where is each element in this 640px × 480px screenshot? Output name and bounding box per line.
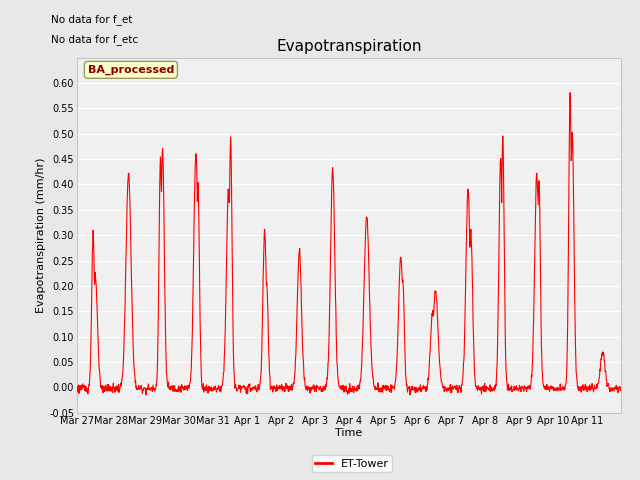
Text: No data for f_etc: No data for f_etc xyxy=(51,34,138,45)
X-axis label: Time: Time xyxy=(335,428,362,438)
Text: No data for f_et: No data for f_et xyxy=(51,14,132,25)
Text: BA_processed: BA_processed xyxy=(88,65,174,75)
Title: Evapotranspiration: Evapotranspiration xyxy=(276,39,422,54)
Legend: ET-Tower: ET-Tower xyxy=(312,455,392,472)
Y-axis label: Evapotranspiration (mm/hr): Evapotranspiration (mm/hr) xyxy=(36,157,46,313)
